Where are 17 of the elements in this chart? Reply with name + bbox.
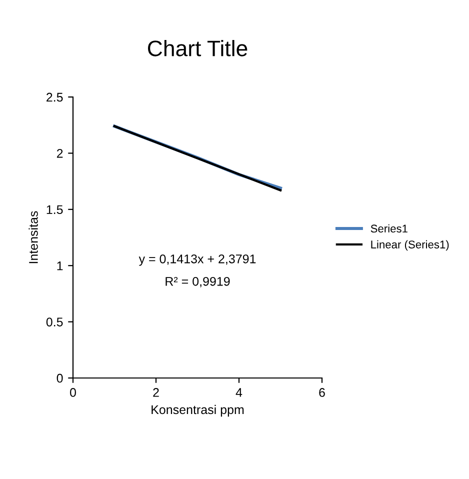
y-tick-label: 1 [57,262,63,270]
x-axis-title: Konsentrasi ppm [152,404,244,417]
annotation: y = 0,1413x + 2,3791 [138,254,256,266]
y-tick-label: 0.5 [46,318,63,326]
legend-label: Linear (Series1) [371,240,449,251]
x-tick-label: 4 [236,388,242,397]
y-tick-label: 2.5 [46,92,63,102]
annotation: R² = 0,9919 [166,276,230,288]
x-tick-label: 6 [319,388,325,397]
y-tick-label: 0 [56,374,63,383]
chart-title: Chart Title [148,40,248,56]
x-tick-label: 2 [153,388,159,397]
x-tick-label: 0 [70,388,76,397]
legend-label: Series1 [370,224,408,233]
y-tick-label: 2 [56,149,63,158]
y-axis-title: Intensitas [28,211,38,264]
y-tick-label: 1.5 [46,205,63,214]
